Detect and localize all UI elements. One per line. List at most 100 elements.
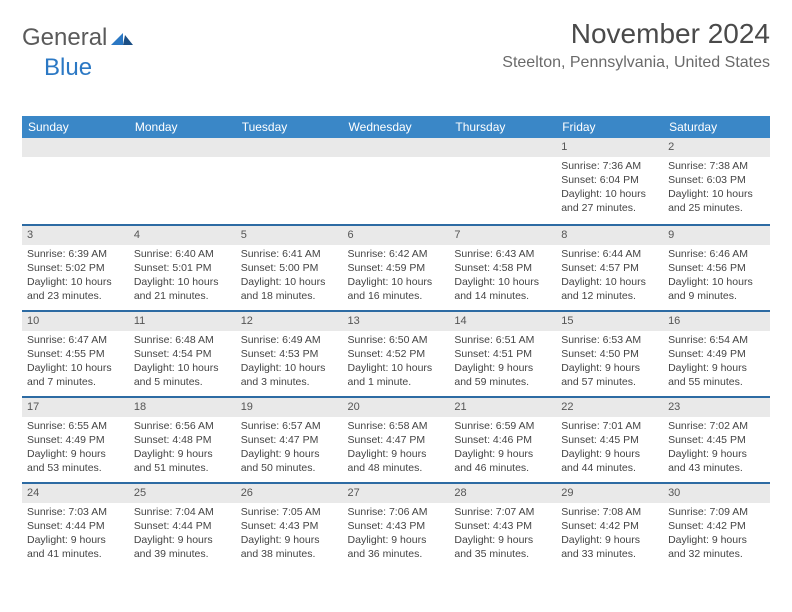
cell-sunrise: Sunrise: 6:48 AM	[134, 333, 231, 347]
date-number: 22	[556, 396, 663, 417]
cell-sunset: Sunset: 4:43 PM	[348, 519, 445, 533]
cell-body: Sunrise: 6:42 AMSunset: 4:59 PMDaylight:…	[343, 245, 450, 308]
cell-daylight: Daylight: 9 hours and 32 minutes.	[668, 533, 765, 561]
calendar-cell: 6Sunrise: 6:42 AMSunset: 4:59 PMDaylight…	[343, 224, 450, 310]
date-number: 19	[236, 396, 343, 417]
calendar-row: 10Sunrise: 6:47 AMSunset: 4:55 PMDayligh…	[22, 310, 770, 396]
cell-sunrise: Sunrise: 6:47 AM	[27, 333, 124, 347]
cell-sunrise: Sunrise: 6:50 AM	[348, 333, 445, 347]
cell-daylight: Daylight: 9 hours and 51 minutes.	[134, 447, 231, 475]
cell-body: Sunrise: 6:39 AMSunset: 5:02 PMDaylight:…	[22, 245, 129, 308]
calendar-row: 1Sunrise: 7:36 AMSunset: 6:04 PMDaylight…	[22, 138, 770, 224]
cell-sunset: Sunset: 4:46 PM	[454, 433, 551, 447]
date-number: 18	[129, 396, 236, 417]
calendar-cell: 21Sunrise: 6:59 AMSunset: 4:46 PMDayligh…	[449, 396, 556, 482]
calendar-cell: 29Sunrise: 7:08 AMSunset: 4:42 PMDayligh…	[556, 482, 663, 568]
cell-daylight: Daylight: 9 hours and 46 minutes.	[454, 447, 551, 475]
cell-sunrise: Sunrise: 7:08 AM	[561, 505, 658, 519]
cell-sunset: Sunset: 4:57 PM	[561, 261, 658, 275]
cell-sunset: Sunset: 4:49 PM	[668, 347, 765, 361]
date-number: 2	[663, 138, 770, 157]
logo-text-blue: Blue	[44, 54, 92, 81]
cell-sunset: Sunset: 4:47 PM	[348, 433, 445, 447]
cell-sunrise: Sunrise: 6:57 AM	[241, 419, 338, 433]
cell-sunrise: Sunrise: 6:43 AM	[454, 247, 551, 261]
cell-sunrise: Sunrise: 7:04 AM	[134, 505, 231, 519]
cell-daylight: Daylight: 10 hours and 18 minutes.	[241, 275, 338, 303]
cell-daylight: Daylight: 9 hours and 53 minutes.	[27, 447, 124, 475]
cell-sunrise: Sunrise: 7:07 AM	[454, 505, 551, 519]
cell-sunrise: Sunrise: 7:03 AM	[27, 505, 124, 519]
cell-body: Sunrise: 7:09 AMSunset: 4:42 PMDaylight:…	[663, 503, 770, 566]
cell-daylight: Daylight: 9 hours and 55 minutes.	[668, 361, 765, 389]
date-number: 16	[663, 310, 770, 331]
calendar-cell: 8Sunrise: 6:44 AMSunset: 4:57 PMDaylight…	[556, 224, 663, 310]
date-number: 15	[556, 310, 663, 331]
logo-mark-icon	[111, 29, 133, 50]
cell-sunrise: Sunrise: 7:01 AM	[561, 419, 658, 433]
cell-body: Sunrise: 6:41 AMSunset: 5:00 PMDaylight:…	[236, 245, 343, 308]
cell-body: Sunrise: 6:54 AMSunset: 4:49 PMDaylight:…	[663, 331, 770, 394]
date-number: 14	[449, 310, 556, 331]
cell-body: Sunrise: 7:02 AMSunset: 4:45 PMDaylight:…	[663, 417, 770, 480]
date-number: 30	[663, 482, 770, 503]
cell-daylight: Daylight: 9 hours and 35 minutes.	[454, 533, 551, 561]
cell-sunset: Sunset: 4:43 PM	[241, 519, 338, 533]
calendar-cell: 30Sunrise: 7:09 AMSunset: 4:42 PMDayligh…	[663, 482, 770, 568]
cell-daylight: Daylight: 9 hours and 36 minutes.	[348, 533, 445, 561]
calendar-cell: 26Sunrise: 7:05 AMSunset: 4:43 PMDayligh…	[236, 482, 343, 568]
calendar-cell: 23Sunrise: 7:02 AMSunset: 4:45 PMDayligh…	[663, 396, 770, 482]
cell-sunrise: Sunrise: 7:06 AM	[348, 505, 445, 519]
calendar-cell: 1Sunrise: 7:36 AMSunset: 6:04 PMDaylight…	[556, 138, 663, 224]
logo-text-general: General	[22, 24, 107, 52]
cell-sunset: Sunset: 4:45 PM	[561, 433, 658, 447]
cell-daylight: Daylight: 10 hours and 7 minutes.	[27, 361, 124, 389]
cell-sunrise: Sunrise: 6:41 AM	[241, 247, 338, 261]
cell-daylight: Daylight: 9 hours and 57 minutes.	[561, 361, 658, 389]
date-number: 17	[22, 396, 129, 417]
weekday-header: Saturday	[663, 116, 770, 138]
cell-body: Sunrise: 6:56 AMSunset: 4:48 PMDaylight:…	[129, 417, 236, 480]
cell-daylight: Daylight: 10 hours and 21 minutes.	[134, 275, 231, 303]
cell-sunset: Sunset: 4:42 PM	[561, 519, 658, 533]
calendar-cell: 7Sunrise: 6:43 AMSunset: 4:58 PMDaylight…	[449, 224, 556, 310]
cell-sunrise: Sunrise: 6:44 AM	[561, 247, 658, 261]
cell-sunset: Sunset: 4:43 PM	[454, 519, 551, 533]
cell-daylight: Daylight: 9 hours and 48 minutes.	[348, 447, 445, 475]
calendar-cell: 20Sunrise: 6:58 AMSunset: 4:47 PMDayligh…	[343, 396, 450, 482]
cell-body: Sunrise: 7:05 AMSunset: 4:43 PMDaylight:…	[236, 503, 343, 566]
cell-body: Sunrise: 6:58 AMSunset: 4:47 PMDaylight:…	[343, 417, 450, 480]
calendar-table: SundayMondayTuesdayWednesdayThursdayFrid…	[22, 116, 770, 568]
cell-daylight: Daylight: 9 hours and 41 minutes.	[27, 533, 124, 561]
cell-body: Sunrise: 6:59 AMSunset: 4:46 PMDaylight:…	[449, 417, 556, 480]
cell-sunrise: Sunrise: 6:53 AM	[561, 333, 658, 347]
date-number: 23	[663, 396, 770, 417]
weekday-header: Friday	[556, 116, 663, 138]
calendar-cell	[129, 138, 236, 224]
cell-sunset: Sunset: 5:00 PM	[241, 261, 338, 275]
cell-daylight: Daylight: 10 hours and 9 minutes.	[668, 275, 765, 303]
cell-sunset: Sunset: 4:50 PM	[561, 347, 658, 361]
cell-sunrise: Sunrise: 7:09 AM	[668, 505, 765, 519]
cell-body: Sunrise: 7:36 AMSunset: 6:04 PMDaylight:…	[556, 157, 663, 220]
empty-date-bar	[236, 138, 343, 157]
cell-sunset: Sunset: 6:03 PM	[668, 173, 765, 187]
cell-body: Sunrise: 6:49 AMSunset: 4:53 PMDaylight:…	[236, 331, 343, 394]
cell-daylight: Daylight: 9 hours and 33 minutes.	[561, 533, 658, 561]
cell-daylight: Daylight: 10 hours and 27 minutes.	[561, 187, 658, 215]
cell-sunset: Sunset: 6:04 PM	[561, 173, 658, 187]
empty-date-bar	[449, 138, 556, 157]
calendar-cell: 2Sunrise: 7:38 AMSunset: 6:03 PMDaylight…	[663, 138, 770, 224]
cell-daylight: Daylight: 10 hours and 5 minutes.	[134, 361, 231, 389]
cell-sunrise: Sunrise: 6:46 AM	[668, 247, 765, 261]
empty-date-bar	[343, 138, 450, 157]
calendar-cell	[449, 138, 556, 224]
cell-body: Sunrise: 6:48 AMSunset: 4:54 PMDaylight:…	[129, 331, 236, 394]
calendar-cell: 10Sunrise: 6:47 AMSunset: 4:55 PMDayligh…	[22, 310, 129, 396]
cell-sunrise: Sunrise: 7:02 AM	[668, 419, 765, 433]
weekday-header: Sunday	[22, 116, 129, 138]
cell-sunrise: Sunrise: 7:36 AM	[561, 159, 658, 173]
date-number: 21	[449, 396, 556, 417]
cell-body: Sunrise: 6:53 AMSunset: 4:50 PMDaylight:…	[556, 331, 663, 394]
calendar-cell: 25Sunrise: 7:04 AMSunset: 4:44 PMDayligh…	[129, 482, 236, 568]
